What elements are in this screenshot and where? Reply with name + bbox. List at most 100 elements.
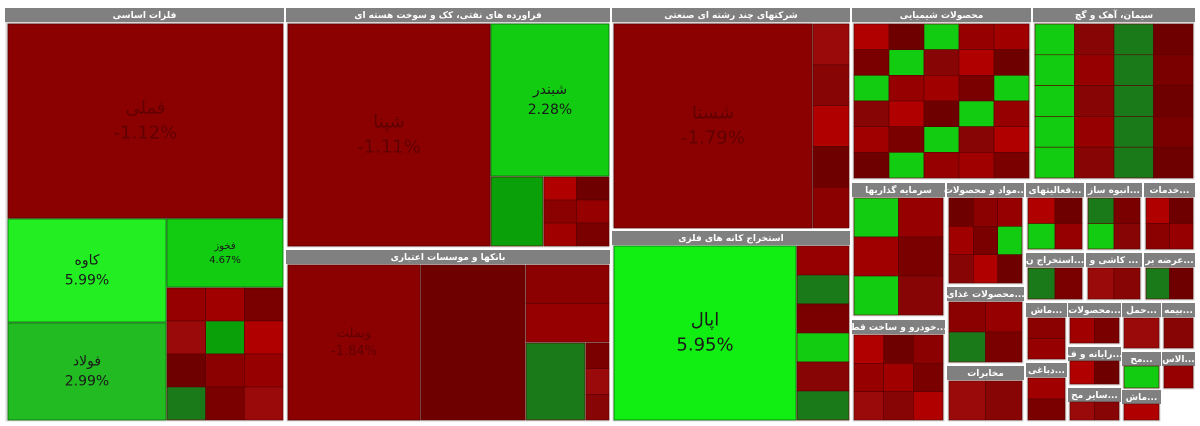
tile[interactable] [948, 197, 974, 227]
tile[interactable] [853, 363, 884, 392]
tile[interactable] [1034, 116, 1075, 148]
sector-title[interactable]: ماش... [1031, 306, 1063, 316]
tile[interactable] [1069, 401, 1095, 421]
tile[interactable] [1123, 365, 1160, 389]
tile[interactable] [525, 264, 610, 304]
tile[interactable] [853, 126, 890, 153]
tile[interactable] [1163, 317, 1194, 349]
tile[interactable] [525, 303, 610, 343]
tile[interactable] [913, 391, 944, 421]
tile[interactable] [244, 353, 284, 388]
sector-title[interactable]: فراورده های نفتی، کک و سوخت هسته ای [354, 11, 542, 21]
tile[interactable] [1145, 197, 1170, 224]
tile[interactable] [993, 49, 1030, 76]
tile[interactable] [993, 75, 1030, 102]
tile[interactable] [1027, 267, 1056, 300]
tile[interactable] [1027, 197, 1056, 224]
tile[interactable] [812, 23, 850, 66]
tile[interactable] [913, 334, 944, 364]
tile[interactable] [958, 100, 995, 127]
tile[interactable] [1074, 54, 1115, 86]
tile[interactable] [948, 226, 974, 255]
tile[interactable] [1113, 54, 1154, 86]
tile[interactable] [888, 23, 925, 50]
tile[interactable] [1169, 197, 1194, 224]
tile[interactable] [923, 100, 960, 127]
tile[interactable] [993, 152, 1030, 179]
tile[interactable] [420, 264, 526, 421]
sector-title[interactable]: رایانه و ف... [1066, 350, 1122, 360]
tile[interactable] [1113, 197, 1141, 224]
tile[interactable] [923, 75, 960, 102]
tile[interactable] [1087, 267, 1115, 300]
tile[interactable] [1027, 377, 1066, 400]
tile[interactable] [812, 105, 850, 147]
tile[interactable] [244, 320, 284, 355]
tile[interactable] [576, 176, 610, 201]
tile[interactable] [796, 361, 850, 392]
sector-title[interactable]: فعالیتهای... [1029, 186, 1082, 196]
sector-title[interactable]: دباغی... [1028, 366, 1065, 376]
tile[interactable] [490, 176, 544, 247]
tile[interactable] [853, 236, 899, 277]
tile[interactable] [1123, 317, 1160, 349]
tile[interactable] [1054, 267, 1083, 300]
sector-title[interactable]: حمل... [1126, 306, 1157, 316]
tile[interactable] [613, 23, 813, 229]
tile[interactable] [985, 301, 1023, 333]
tile[interactable] [1153, 146, 1194, 179]
tile[interactable] [244, 287, 284, 322]
tile[interactable] [853, 49, 890, 76]
tile[interactable] [1054, 223, 1083, 250]
tile[interactable] [287, 264, 421, 421]
sector-title[interactable]: مخابرات [967, 369, 1004, 379]
tile[interactable] [1123, 403, 1160, 421]
tile[interactable] [1145, 267, 1170, 300]
tile[interactable] [1153, 54, 1194, 86]
tile[interactable] [166, 218, 284, 288]
tile[interactable] [923, 152, 960, 179]
tile[interactable] [585, 394, 610, 421]
tile[interactable] [796, 274, 850, 305]
tile[interactable] [205, 287, 245, 322]
tile[interactable] [166, 353, 206, 388]
tile[interactable] [853, 75, 890, 102]
tile[interactable] [490, 23, 610, 177]
sector-title[interactable]: خدمات... [1150, 186, 1190, 196]
tile[interactable] [1113, 116, 1154, 148]
sector-title[interactable]: بانکها و موسسات اعتباری [391, 253, 506, 263]
sector-title[interactable]: استخراج کانه های فلزی [678, 234, 783, 244]
tile[interactable] [913, 363, 944, 392]
tile[interactable] [166, 287, 206, 322]
sector-title[interactable]: سایر مح... [1071, 391, 1118, 401]
tile[interactable] [1034, 54, 1075, 86]
tile[interactable] [1074, 146, 1115, 179]
tile[interactable] [1113, 146, 1154, 179]
tile[interactable] [1087, 197, 1115, 224]
tile[interactable] [543, 176, 577, 201]
tile[interactable] [973, 197, 998, 227]
sector-title[interactable]: کاشی و ... [1089, 256, 1139, 266]
tile[interactable] [958, 49, 995, 76]
sector-title[interactable]: عرضه بر... [1144, 256, 1193, 266]
tile[interactable] [1027, 223, 1056, 250]
tile[interactable] [997, 226, 1023, 255]
tile[interactable] [898, 236, 944, 277]
tile[interactable] [796, 245, 850, 276]
tile[interactable] [993, 100, 1030, 127]
tile[interactable] [585, 342, 610, 369]
tile[interactable] [853, 197, 899, 238]
sector-title[interactable]: مواد و محصولات... [944, 186, 1027, 196]
tile[interactable] [7, 218, 167, 323]
tile[interactable] [1074, 23, 1115, 56]
tile[interactable] [958, 75, 995, 102]
sector-title[interactable]: محصولات غذای... [946, 290, 1024, 300]
tile[interactable] [1113, 223, 1141, 250]
tile[interactable] [888, 126, 925, 153]
tile[interactable] [973, 254, 998, 284]
sector-title[interactable]: سرمایه گذاریها [865, 184, 932, 196]
tile[interactable] [923, 23, 960, 50]
tile[interactable] [948, 301, 986, 333]
tile[interactable] [1145, 223, 1170, 250]
tile[interactable] [923, 126, 960, 153]
